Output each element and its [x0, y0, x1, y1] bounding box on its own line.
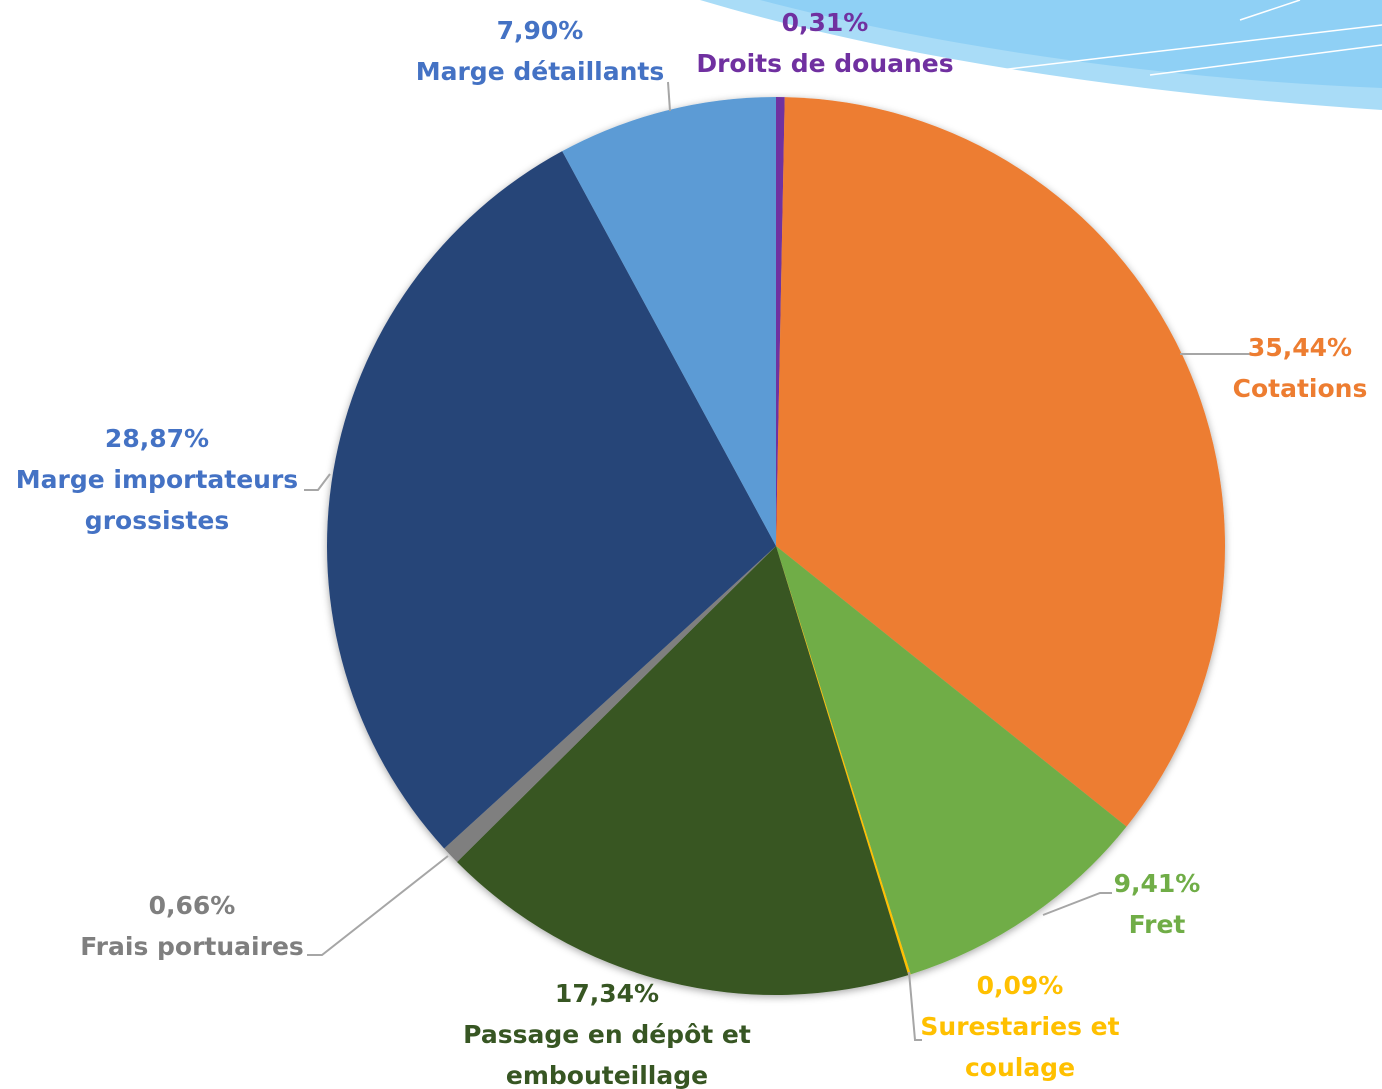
data-label: 35,44% Cotations: [1170, 327, 1382, 409]
pie-slice: [776, 97, 785, 546]
leader-line: [667, 81, 671, 112]
value-label: 7,90%: [496, 16, 584, 45]
category-label: Cotations: [1232, 374, 1368, 403]
decoration: [700, 0, 1382, 110]
category-label: Passage en dépôt et embouteillage: [463, 1020, 751, 1089]
value-label: 9,41%: [1113, 869, 1201, 898]
value-label: 28,87%: [104, 424, 210, 453]
category-label: Fret: [1128, 910, 1186, 939]
category-label: Marge détaillants: [415, 57, 665, 86]
value-label: 17,34%: [554, 979, 660, 1008]
pie-slice: [776, 97, 1225, 827]
data-label: 0,66% Frais portuaires: [52, 885, 332, 967]
value-label: 0,31%: [781, 8, 869, 37]
pie-slice: [456, 546, 909, 996]
pie-slice: [776, 546, 911, 976]
leader-line: [307, 855, 449, 956]
category-label: Marge importateurs grossistes: [15, 465, 299, 535]
pie-slice: [326, 151, 776, 849]
pie-slice: [776, 546, 1127, 975]
pie-slice: [562, 97, 776, 546]
data-label: 0,31% Droits de douanes: [655, 2, 995, 84]
data-label: 9,41% Fret: [1057, 863, 1257, 945]
category-label: Droits de douanes: [696, 49, 954, 78]
leader-line: [908, 971, 922, 1041]
leader-line: [1042, 892, 1112, 916]
leader-line: [304, 473, 331, 491]
data-label: 7,90% Marge détaillants: [390, 10, 690, 92]
category-label: Surestaries et coulage: [920, 1012, 1120, 1082]
category-label: Frais portuaires: [80, 932, 304, 961]
data-label: 0,09% Surestaries et coulage: [905, 965, 1135, 1088]
value-label: 0,09%: [976, 971, 1064, 1000]
data-label: 28,87% Marge importateurs grossistes: [7, 418, 307, 541]
value-label: 0,66%: [148, 891, 236, 920]
pie-slice: [444, 546, 776, 862]
value-label: 35,44%: [1247, 333, 1353, 362]
data-label: 17,34% Passage en dépôt et embouteillage: [442, 973, 772, 1089]
